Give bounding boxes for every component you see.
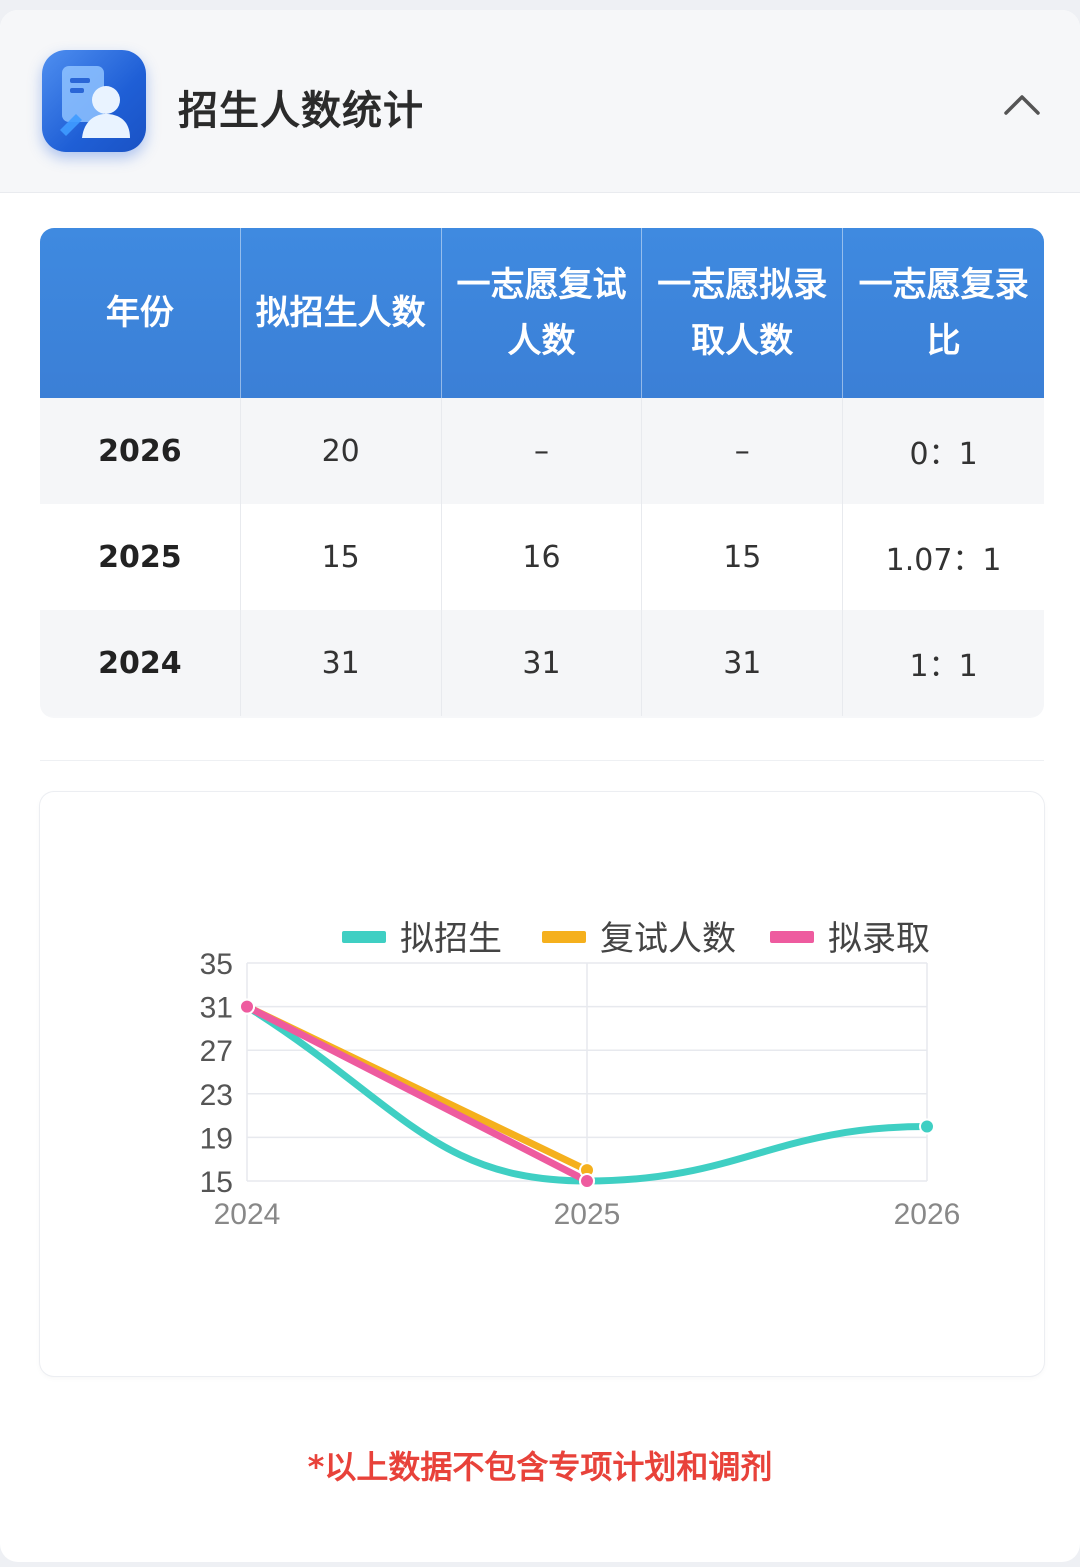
x-tick-label: 2025 bbox=[554, 1198, 621, 1231]
enrollment-chart: 35 31 27 23 19 15 2024 2025 2026 拟招生 复试人数 拟录取 bbox=[40, 792, 1044, 1376]
table-row: 2025 15 16 15 1.07：1 bbox=[40, 504, 1044, 610]
table-cell: 15 bbox=[642, 504, 844, 610]
data-point bbox=[239, 998, 255, 1015]
stats-panel: 招生人数统计 年份 拟招生人数 一志愿复试人数 一志愿拟录取人数 一志愿复录比 … bbox=[0, 10, 1080, 1562]
column-header-ratio: 一志愿复录比 bbox=[858, 265, 1029, 361]
column-header-year: 年份 bbox=[40, 228, 241, 398]
table-cell: – bbox=[642, 398, 844, 504]
data-point bbox=[579, 1173, 595, 1189]
table-cell: 2024 bbox=[40, 610, 241, 716]
table-row: 2026 20 – – 0：1 bbox=[40, 398, 1044, 504]
x-tick-label: 2024 bbox=[214, 1198, 281, 1231]
legend-swatch bbox=[342, 931, 386, 943]
table-cell: 16 bbox=[442, 504, 643, 610]
legend-swatch bbox=[542, 931, 586, 943]
table-cell: – bbox=[442, 398, 643, 504]
table-cell: 2026 bbox=[40, 398, 241, 504]
column-header-retest: 一志愿复试人数 bbox=[442, 228, 643, 398]
panel-header[interactable]: 招生人数统计 bbox=[0, 10, 1080, 193]
panel-title: 招生人数统计 bbox=[178, 88, 424, 134]
table-cell: 0：1 bbox=[909, 437, 978, 472]
section-divider bbox=[40, 760, 1044, 761]
chevron-up-icon[interactable] bbox=[996, 84, 1048, 124]
enrollment-table: 年份 拟招生人数 一志愿复试人数 一志愿拟录取人数 一志愿复录比 2026 20… bbox=[40, 228, 1044, 718]
x-tick-label: 2026 bbox=[894, 1198, 961, 1231]
column-header-planned: 拟招生人数 bbox=[241, 228, 442, 398]
legend-label: 拟招生 bbox=[400, 919, 502, 959]
data-point bbox=[919, 1118, 935, 1135]
table-cell: 31 bbox=[642, 610, 844, 716]
table-cell: 1：1 bbox=[909, 649, 978, 684]
table-row: 2024 31 31 31 1：1 bbox=[40, 610, 1044, 716]
table-cell: 31 bbox=[241, 610, 442, 716]
table-body: 2026 20 – – 0：1 2025 15 16 15 1.07：1 202… bbox=[40, 398, 1044, 716]
table-cell: 2025 bbox=[40, 504, 241, 610]
table-cell: 1.07：1 bbox=[885, 543, 1002, 578]
footnote: *以上数据不包含专项计划和调剂 bbox=[307, 1448, 773, 1486]
user-profile-icon bbox=[42, 50, 146, 152]
table-cell: 31 bbox=[442, 610, 643, 716]
legend-label: 复试人数 bbox=[600, 919, 736, 959]
y-tick-label: 23 bbox=[200, 1079, 233, 1112]
series-line bbox=[243, 1003, 591, 1185]
y-tick-label: 35 bbox=[200, 948, 233, 981]
y-tick-label: 15 bbox=[200, 1166, 233, 1199]
table-cell: 15 bbox=[241, 504, 442, 610]
y-tick-label: 19 bbox=[200, 1122, 233, 1155]
legend-label: 拟录取 bbox=[828, 919, 930, 959]
legend-swatch bbox=[770, 931, 814, 943]
table-cell: 20 bbox=[241, 398, 442, 504]
y-tick-label: 31 bbox=[200, 992, 233, 1025]
table-header: 年份 拟招生人数 一志愿复试人数 一志愿拟录取人数 一志愿复录比 bbox=[40, 228, 1044, 398]
column-header-admitted: 一志愿拟录取人数 bbox=[642, 228, 844, 398]
y-tick-label: 27 bbox=[200, 1035, 233, 1068]
